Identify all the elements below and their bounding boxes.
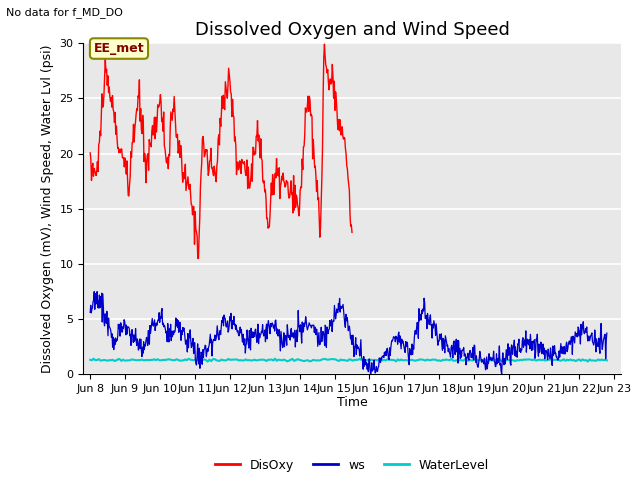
Legend: DisOxy, ws, WaterLevel: DisOxy, ws, WaterLevel [210,454,494,477]
Title: Dissolved Oxygen and Wind Speed: Dissolved Oxygen and Wind Speed [195,21,509,39]
X-axis label: Time: Time [337,396,367,408]
Text: No data for f_MD_DO: No data for f_MD_DO [6,7,124,18]
Y-axis label: Dissolved Oxygen (mV), Wind Speed, Water Lvl (psi): Dissolved Oxygen (mV), Wind Speed, Water… [41,45,54,373]
Text: EE_met: EE_met [93,42,144,55]
